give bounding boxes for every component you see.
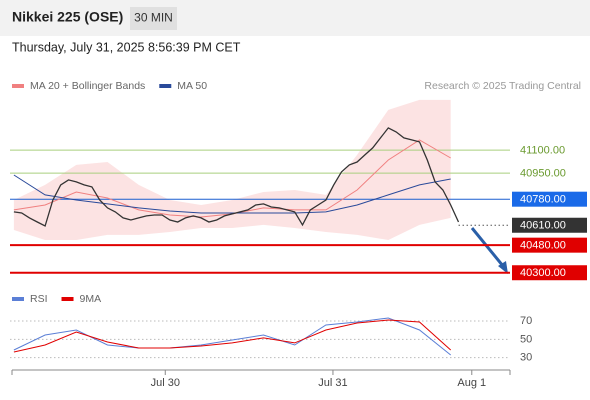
x-tick-label: Jul 31 [318, 377, 347, 389]
series-line [13, 319, 452, 353]
legend-swatch [61, 297, 74, 301]
legend-label: 9MA [80, 293, 102, 305]
series-line [13, 174, 451, 214]
forecast-arrowhead [498, 261, 508, 274]
x-tick-label: Jul 30 [151, 377, 180, 389]
header-bar [0, 0, 590, 36]
title: Nikkei 225 (OSE) [12, 9, 123, 25]
level-label: 40950.00 [520, 168, 566, 180]
level-label: 40300.00 [520, 267, 566, 279]
series-line [13, 317, 452, 356]
level-label-box [512, 237, 587, 253]
level-label-box [512, 265, 587, 281]
legend-swatch [12, 84, 24, 88]
y-tick-label: 50 [520, 333, 532, 345]
forecast-arrow [470, 227, 505, 267]
level-label: 40610.00 [520, 220, 566, 232]
bollinger-band [13, 99, 451, 241]
legend-label: RSI [30, 293, 48, 305]
legend-swatch [159, 84, 172, 88]
level-label: 41100.00 [520, 145, 565, 157]
series-line [13, 127, 460, 227]
x-tick-label: Aug 1 [457, 377, 486, 389]
timestamp: Thursday, July 31, 2025 8:56:39 PM CET [12, 40, 241, 54]
legend-label: MA 50 [177, 80, 207, 92]
level-label: 40780.00 [520, 194, 566, 206]
credit: Research © 2025 Trading Central [424, 80, 581, 92]
interval-box[interactable] [130, 7, 177, 30]
legend-label: MA 20 + Bollinger Bands [30, 80, 145, 92]
level-label-box [512, 191, 587, 207]
level-label: 40480.00 [520, 240, 566, 252]
y-tick-label: 30 [520, 352, 532, 364]
legend-swatch [12, 297, 24, 301]
level-label-box [512, 217, 587, 233]
interval[interactable]: 30 MIN [134, 11, 173, 25]
y-tick-label: 70 [520, 315, 532, 327]
